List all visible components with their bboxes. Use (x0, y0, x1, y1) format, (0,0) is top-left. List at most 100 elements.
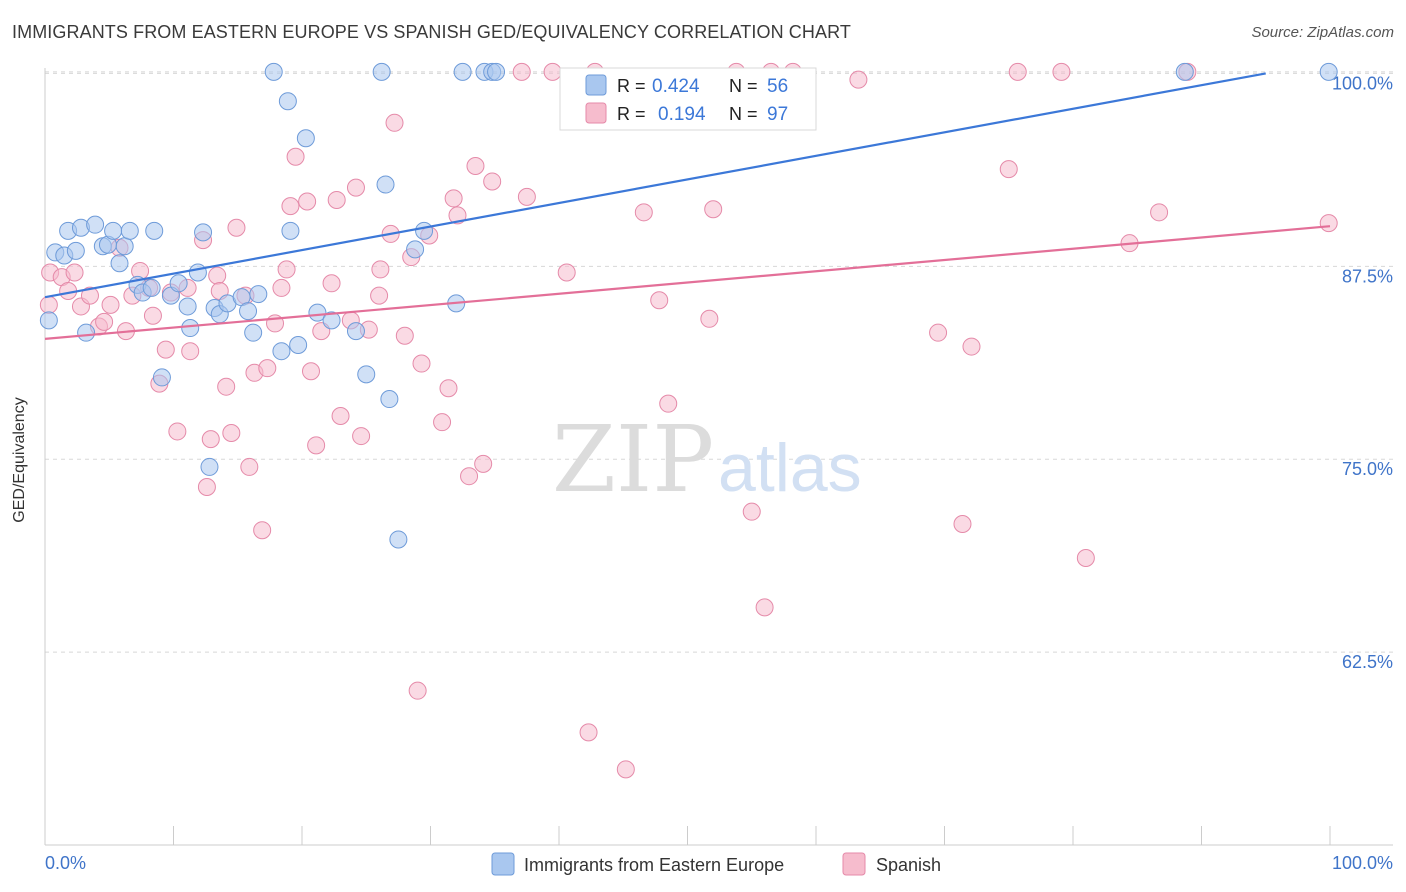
point-spanish (277, 260, 296, 279)
series-immigrants-eastern-europe (39, 62, 1338, 549)
point-eastern-europe (244, 323, 263, 342)
point-spanish (301, 362, 320, 381)
point-spanish (616, 760, 635, 779)
point-eastern-europe (86, 215, 105, 234)
point-spanish (1008, 62, 1027, 81)
point-eastern-europe (487, 62, 506, 81)
point-spanish (253, 521, 272, 540)
stats-swatch-pink (585, 102, 607, 124)
stats-legend: R = 0.424 N = 56 R = 0.194 N = 97 (559, 67, 817, 131)
y-tick-label: 75.0% (1342, 459, 1393, 479)
point-spanish (101, 295, 120, 314)
point-eastern-europe (142, 278, 161, 297)
point-spanish (39, 295, 58, 314)
point-spanish (222, 423, 241, 442)
point-spanish (412, 354, 431, 373)
point-eastern-europe (39, 311, 58, 330)
point-spanish (346, 178, 365, 197)
point-eastern-europe (278, 92, 297, 111)
point-spanish (474, 454, 493, 473)
point-eastern-europe (110, 254, 129, 273)
point-eastern-europe (194, 223, 213, 242)
point-eastern-europe (372, 62, 391, 81)
stats-n-label-blue: N = (729, 76, 758, 96)
point-spanish (281, 197, 300, 216)
point-spanish (1076, 548, 1095, 567)
point-spanish (385, 113, 404, 132)
point-spanish (395, 326, 414, 345)
point-eastern-europe (169, 274, 188, 293)
point-spanish (208, 266, 227, 285)
axes (44, 68, 1393, 846)
point-eastern-europe (104, 221, 123, 240)
stats-r-value-pink: 0.194 (658, 104, 706, 125)
point-spanish (1150, 203, 1169, 222)
point-eastern-europe (120, 221, 139, 240)
x-tick-label: 0.0% (45, 853, 86, 873)
point-spanish (439, 379, 458, 398)
point-eastern-europe (77, 323, 96, 342)
point-spanish (371, 260, 390, 279)
point-eastern-europe (145, 221, 164, 240)
watermark-atlas: atlas (718, 430, 862, 506)
point-spanish (466, 157, 485, 176)
point-eastern-europe (357, 365, 376, 384)
point-eastern-europe (453, 62, 472, 81)
point-eastern-europe (249, 285, 268, 304)
point-spanish (700, 309, 719, 328)
point-eastern-europe (66, 241, 85, 260)
point-eastern-europe (1319, 62, 1338, 81)
point-spanish (650, 291, 669, 310)
point-spanish (659, 394, 678, 413)
stats-r-label-blue: R = (617, 76, 646, 96)
stats-r-value-blue: 0.424 (652, 76, 700, 97)
point-spanish (849, 70, 868, 89)
point-eastern-europe (272, 342, 291, 361)
point-eastern-europe (115, 237, 134, 256)
point-spanish (227, 218, 246, 237)
trend-line-eastern-europe (44, 72, 1266, 299)
point-spanish (95, 312, 114, 331)
point-spanish (80, 286, 99, 305)
point-spanish (181, 342, 200, 361)
stats-r-label-pink: R = (617, 104, 646, 124)
y-tick-label: 87.5% (1342, 266, 1393, 286)
point-spanish (1052, 62, 1071, 81)
point-spanish (168, 422, 187, 441)
point-spanish (201, 430, 220, 449)
point-eastern-europe (1175, 62, 1194, 81)
watermark-zip: ZIP (552, 406, 714, 513)
point-eastern-europe (200, 457, 219, 476)
stats-swatch-blue (585, 74, 607, 96)
point-eastern-europe (322, 311, 341, 330)
point-spanish (143, 306, 162, 325)
point-eastern-europe (380, 390, 399, 409)
point-spanish (331, 407, 350, 426)
point-spanish (352, 427, 371, 446)
point-eastern-europe (188, 263, 207, 282)
point-spanish (327, 190, 346, 209)
point-eastern-europe (389, 530, 408, 549)
point-spanish (272, 278, 291, 297)
stats-n-label-pink: N = (729, 104, 758, 124)
point-eastern-europe (281, 221, 300, 240)
point-spanish (634, 203, 653, 222)
point-spanish (298, 192, 317, 211)
point-spanish (999, 160, 1018, 179)
point-spanish (543, 62, 562, 81)
point-spanish (448, 206, 467, 225)
source-label: Source: ZipAtlas.com (1251, 24, 1394, 41)
point-spanish (217, 377, 236, 396)
trend-line-spanish (44, 225, 1331, 340)
point-eastern-europe (289, 336, 308, 355)
point-spanish (557, 263, 576, 282)
point-eastern-europe (346, 322, 365, 341)
y-tick-label: 62.5% (1342, 652, 1393, 672)
point-spanish (322, 274, 341, 293)
trend-lines (44, 72, 1331, 340)
point-eastern-europe (181, 319, 200, 338)
point-spanish (240, 457, 259, 476)
legend-label-eastern-europe: Immigrants from Eastern Europe (524, 855, 784, 875)
point-spanish (258, 359, 277, 378)
point-eastern-europe (296, 129, 315, 148)
